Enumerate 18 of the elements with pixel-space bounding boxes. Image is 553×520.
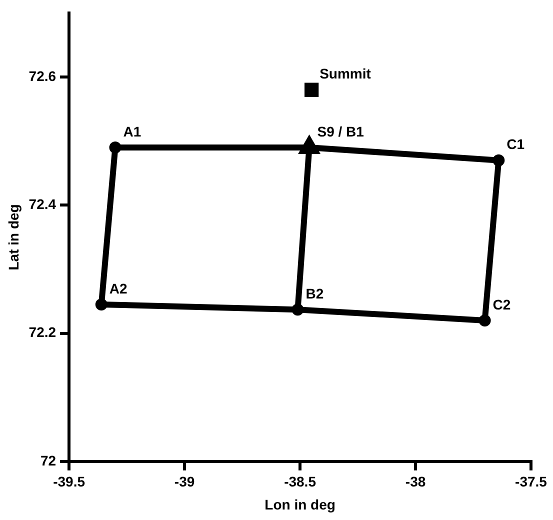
x-tick-label: -39.5 bbox=[53, 474, 86, 490]
x-tick-label: -38 bbox=[405, 474, 426, 490]
x-tick-label: -39 bbox=[174, 474, 195, 490]
annotation: B2 bbox=[306, 285, 324, 302]
y-tick-label: 72.4 bbox=[28, 196, 56, 212]
annotation: Summit bbox=[320, 66, 372, 82]
y-tick-label: 72.2 bbox=[28, 324, 56, 340]
annotation: C2 bbox=[492, 296, 511, 312]
annotation: A1 bbox=[123, 123, 142, 140]
x-axis-title: Lon in deg bbox=[264, 496, 336, 512]
annotation: S9 / B1 bbox=[317, 123, 364, 140]
annotation: A2 bbox=[109, 280, 128, 296]
x-tick-label: -37.5 bbox=[515, 474, 548, 490]
y-tick-label: 72.6 bbox=[28, 68, 56, 84]
y-tick-label: 72 bbox=[40, 452, 56, 468]
annotation: C1 bbox=[506, 136, 525, 152]
y-axis-title: Lat in deg bbox=[5, 204, 22, 270]
x-tick-label: -38.5 bbox=[284, 474, 316, 490]
